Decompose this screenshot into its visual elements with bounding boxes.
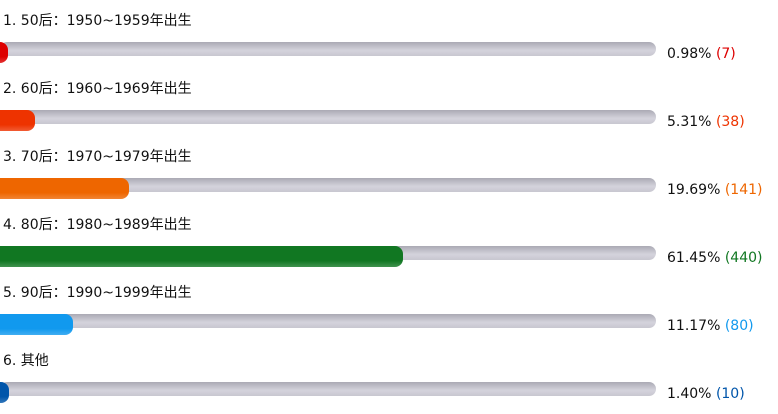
- count: (141): [724, 182, 763, 198]
- percent: 0.98%: [667, 46, 712, 62]
- option-label: 3. 70后：1970~1979年出生: [3, 149, 192, 165]
- progress-fill: [0, 246, 404, 267]
- option-label: 1. 50后：1950~1959年出生: [3, 13, 192, 29]
- progress-fill: [0, 314, 74, 335]
- result-row: 2. 60后：1960~1969年出生 5.31% (38): [0, 74, 778, 142]
- count: (38): [715, 114, 745, 130]
- result-row: 6. 其他 1.40% (10): [0, 346, 778, 414]
- progress-track: [0, 110, 656, 124]
- result-value: 5.31% (38): [667, 114, 745, 130]
- percent: 5.31%: [667, 114, 712, 130]
- percent: 11.17%: [667, 318, 721, 334]
- count: (440): [724, 250, 763, 266]
- progress-fill: [0, 110, 35, 131]
- progress-track: [0, 314, 656, 328]
- result-row: 5. 90后：1990~1999年出生 11.17% (80): [0, 278, 778, 346]
- option-label: 4. 80后：1980~1989年出生: [3, 217, 192, 233]
- progress-fill: [0, 42, 8, 63]
- percent: 61.45%: [667, 250, 721, 266]
- progress-track: [0, 382, 656, 396]
- progress-fill: [0, 382, 10, 403]
- option-label: 5. 90后：1990~1999年出生: [3, 285, 192, 301]
- percent: 1.40%: [667, 386, 712, 402]
- percent: 19.69%: [667, 182, 721, 198]
- option-label: 2. 60后：1960~1969年出生: [3, 81, 192, 97]
- result-row: 4. 80后：1980~1989年出生 61.45% (440): [0, 210, 778, 278]
- progress-track: [0, 42, 656, 56]
- progress-track: [0, 178, 656, 192]
- result-value: 19.69% (141): [667, 182, 763, 198]
- result-value: 61.45% (440): [667, 250, 763, 266]
- count: (80): [724, 318, 754, 334]
- progress-fill: [0, 178, 130, 199]
- result-value: 1.40% (10): [667, 386, 745, 402]
- result-row: 1. 50后：1950~1959年出生 0.98% (7): [0, 6, 778, 74]
- result-value: 11.17% (80): [667, 318, 754, 334]
- result-row: 3. 70后：1970~1979年出生 19.69% (141): [0, 142, 778, 210]
- count: (7): [715, 46, 736, 62]
- count: (10): [715, 386, 745, 402]
- result-value: 0.98% (7): [667, 46, 736, 62]
- option-label: 6. 其他: [3, 353, 49, 369]
